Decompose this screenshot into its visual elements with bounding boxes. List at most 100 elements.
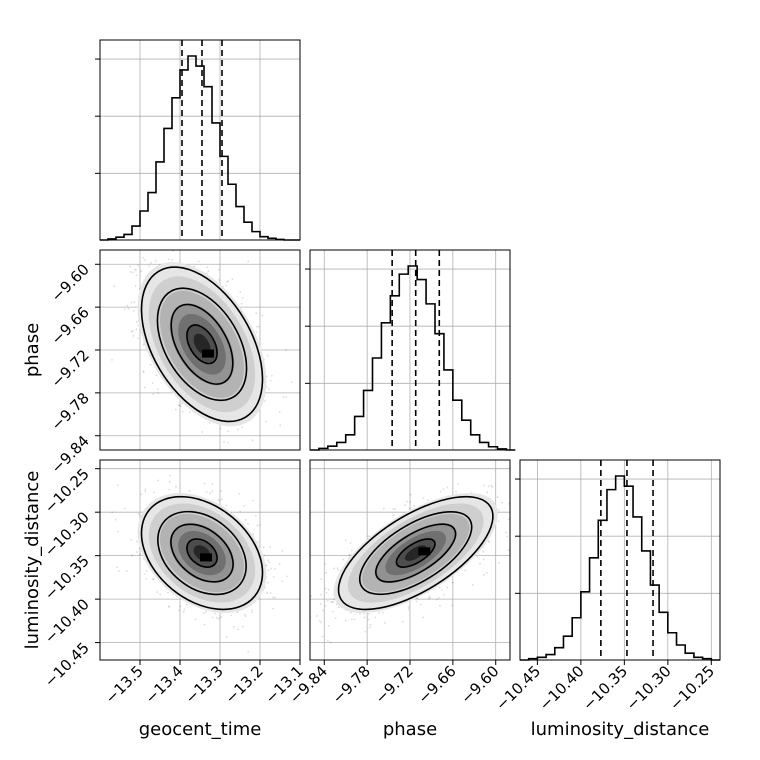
contour-1 xyxy=(375,523,457,583)
sample-point xyxy=(476,556,479,558)
contour-0 xyxy=(186,538,218,568)
panel-content xyxy=(100,250,300,450)
sample-point xyxy=(142,256,145,259)
sample-point xyxy=(159,593,162,596)
sample-point xyxy=(350,611,352,614)
sample-point xyxy=(137,264,139,267)
sample-point xyxy=(482,551,485,553)
sample-point xyxy=(250,609,253,612)
sample-point xyxy=(436,598,438,601)
sample-point xyxy=(321,635,324,638)
sample-point xyxy=(135,321,138,323)
panel-content xyxy=(100,460,300,660)
sample-point xyxy=(237,628,240,631)
contour-3 xyxy=(140,266,264,423)
sample-point xyxy=(269,546,272,548)
sample-point xyxy=(266,592,268,594)
sample-point xyxy=(363,616,366,619)
sample-point xyxy=(333,598,335,601)
sample-point xyxy=(132,334,135,337)
sample-point xyxy=(218,279,221,281)
sample-point xyxy=(353,618,356,621)
sample-point xyxy=(139,553,141,556)
sample-point xyxy=(268,561,271,564)
sample-point xyxy=(451,604,454,607)
sample-point xyxy=(496,496,499,499)
sample-point xyxy=(238,493,240,495)
sample-point xyxy=(226,280,228,283)
sample-point xyxy=(324,563,327,566)
sample-point xyxy=(325,591,328,594)
panel-frame xyxy=(99,459,301,661)
sample-point xyxy=(217,268,220,271)
sample-point xyxy=(266,581,269,584)
sample-point xyxy=(442,593,445,596)
sample-point xyxy=(267,559,269,562)
sample-point xyxy=(116,484,119,487)
sample-point xyxy=(231,278,234,281)
sample-point xyxy=(145,569,148,572)
sample-point xyxy=(171,258,174,261)
sample-point xyxy=(440,589,443,591)
sample-point xyxy=(394,508,397,510)
sample-point xyxy=(351,618,353,621)
sample-point xyxy=(272,575,275,578)
sample-point xyxy=(442,488,445,490)
sample-point xyxy=(203,482,206,485)
sample-point xyxy=(178,404,180,407)
sample-point xyxy=(227,441,229,444)
sample-point xyxy=(131,329,134,332)
sample-point xyxy=(167,605,170,608)
sample-point xyxy=(144,488,147,491)
sample-point xyxy=(135,328,138,331)
sample-point xyxy=(427,597,430,600)
sample-point xyxy=(438,586,441,589)
sample-point xyxy=(497,520,500,523)
sample-point xyxy=(155,374,158,377)
sample-point xyxy=(252,533,255,536)
sample-point xyxy=(132,271,134,274)
sample-point xyxy=(337,606,340,608)
sample-point xyxy=(137,324,140,327)
sample-point xyxy=(143,259,146,261)
sample-point xyxy=(282,396,285,399)
sample-point xyxy=(227,430,230,433)
sample-point xyxy=(151,382,154,385)
sample-point xyxy=(243,505,246,507)
contour-1 xyxy=(170,523,234,583)
sample-point xyxy=(140,270,142,273)
sample-point xyxy=(220,490,223,492)
sample-point xyxy=(215,616,218,619)
sample-point xyxy=(144,490,147,493)
contour-2 xyxy=(156,287,248,402)
sample-point xyxy=(130,301,133,304)
sample-point xyxy=(270,567,272,570)
sample-point xyxy=(362,612,365,615)
sample-point xyxy=(172,250,174,252)
scatter-panel-geocent_time-phase xyxy=(99,249,301,451)
sample-point xyxy=(406,500,409,503)
sample-point xyxy=(225,504,228,507)
sample-point xyxy=(169,474,172,477)
sample-point xyxy=(142,343,145,346)
sample-point xyxy=(206,266,209,269)
sample-point xyxy=(188,490,191,492)
sample-point xyxy=(209,492,212,495)
sample-point xyxy=(505,531,508,534)
sample-point xyxy=(126,570,128,572)
sample-point xyxy=(205,490,208,493)
sample-point xyxy=(233,625,235,628)
sample-point xyxy=(217,498,220,501)
sample-point xyxy=(130,330,133,333)
sample-point xyxy=(464,569,467,572)
sample-point xyxy=(265,564,268,567)
sample-point xyxy=(269,379,272,382)
sample-point xyxy=(381,611,384,614)
sample-point xyxy=(486,491,489,494)
sample-point xyxy=(487,540,490,542)
sample-point xyxy=(137,337,139,340)
sample-point xyxy=(470,491,473,494)
sample-point xyxy=(247,650,250,653)
sample-point xyxy=(114,518,117,521)
